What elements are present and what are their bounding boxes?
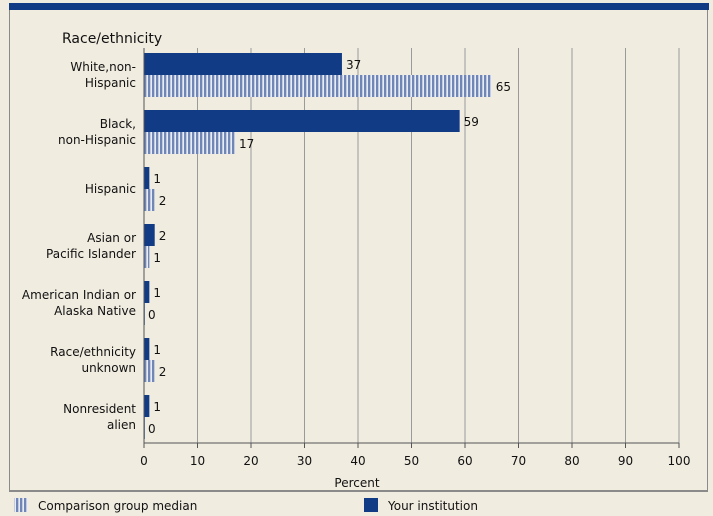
data-label: 2 bbox=[159, 365, 167, 379]
x-axis-label: Percent bbox=[334, 476, 379, 490]
data-label: 1 bbox=[153, 251, 161, 265]
data-label: 1 bbox=[153, 172, 161, 186]
chart-panel bbox=[9, 10, 708, 491]
x-tick-label: 60 bbox=[457, 454, 472, 468]
data-label: 1 bbox=[153, 400, 161, 414]
bar-comparison-median bbox=[144, 75, 492, 97]
x-tick-label: 70 bbox=[511, 454, 526, 468]
data-label: 0 bbox=[148, 422, 156, 436]
bar-your-institution bbox=[144, 110, 460, 132]
category-label: American Indian or bbox=[22, 288, 136, 302]
bar-your-institution bbox=[144, 281, 150, 303]
x-tick-label: 100 bbox=[668, 454, 691, 468]
data-label: 2 bbox=[159, 229, 167, 243]
data-label: 1 bbox=[153, 343, 161, 357]
category-label: Nonresident bbox=[63, 402, 136, 416]
data-label: 65 bbox=[496, 80, 511, 94]
bar-your-institution bbox=[144, 395, 150, 417]
bar-your-institution bbox=[144, 167, 150, 189]
legend-swatch-institution bbox=[364, 498, 378, 512]
bar-your-institution bbox=[144, 224, 155, 246]
legend-swatch-comparison bbox=[14, 498, 28, 512]
data-label: 0 bbox=[148, 308, 156, 322]
category-labels: White,non- Hispanic Black, non-Hispanic Hisp… bbox=[22, 60, 136, 432]
category-label: Race/ethnicity bbox=[50, 345, 136, 359]
header-bar bbox=[9, 3, 709, 10]
bars: 37 65 59 17 1 2 2 1 1 0 1 2 1 0 bbox=[144, 53, 511, 439]
x-tick-label: 50 bbox=[404, 454, 419, 468]
category-label: non-Hispanic bbox=[58, 133, 136, 147]
legend-panel bbox=[9, 491, 708, 516]
data-label: 2 bbox=[159, 194, 167, 208]
category-label: Hispanic bbox=[85, 76, 136, 90]
x-tick-label: 40 bbox=[350, 454, 365, 468]
x-tick-label: 30 bbox=[297, 454, 312, 468]
x-tick-label: 0 bbox=[140, 454, 148, 468]
category-label: unknown bbox=[81, 361, 136, 375]
data-label: 59 bbox=[464, 115, 479, 129]
data-label: 17 bbox=[239, 137, 254, 151]
category-label: Asian or bbox=[87, 231, 136, 245]
category-label: Hispanic bbox=[85, 182, 136, 196]
x-tick-label: 20 bbox=[243, 454, 258, 468]
data-label: 1 bbox=[153, 286, 161, 300]
category-label: alien bbox=[107, 418, 136, 432]
legend-label-comparison: Comparison group median bbox=[38, 499, 197, 513]
category-label: White,non- bbox=[70, 60, 136, 74]
chart-title: Race/ethnicity bbox=[62, 31, 162, 47]
x-tick-label: 90 bbox=[618, 454, 633, 468]
x-tick-label: 10 bbox=[190, 454, 205, 468]
legend: Comparison group median Your institution bbox=[14, 498, 478, 513]
x-tick-label: 80 bbox=[564, 454, 579, 468]
bar-comparison-median bbox=[144, 246, 150, 268]
bar-your-institution bbox=[144, 338, 150, 360]
bar-comparison-median bbox=[144, 132, 235, 154]
data-label: 37 bbox=[346, 58, 361, 72]
grid-lines bbox=[197, 48, 680, 443]
x-axis: 0 10 20 30 40 50 60 70 80 90 100 bbox=[140, 48, 690, 468]
bar-your-institution bbox=[144, 53, 342, 75]
bar-comparison-median bbox=[144, 189, 155, 211]
bar-comparison-median bbox=[144, 360, 155, 382]
category-label: Pacific Islander bbox=[46, 247, 136, 261]
category-label: Alaska Native bbox=[54, 304, 136, 318]
category-label: Black, bbox=[100, 117, 136, 131]
legend-label-institution: Your institution bbox=[387, 499, 478, 513]
